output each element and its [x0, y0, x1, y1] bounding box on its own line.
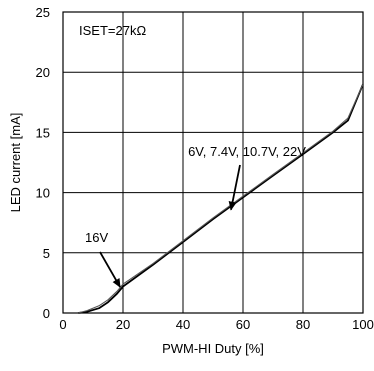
y-tick-label: 5	[43, 246, 50, 261]
y-axis-title: LED current [mA]	[8, 113, 23, 213]
series-line-1	[77, 83, 364, 314]
y-tick-label: 10	[36, 186, 50, 201]
x-tick-label: 40	[176, 317, 190, 332]
voltage-16v-arrow	[99, 251, 121, 288]
voltage-group-arrow	[228, 164, 241, 211]
annotations: ISET=27kΩ 6V, 7.4V, 10.7V, 22V 16V	[79, 23, 306, 288]
x-axis-title: PWM-HI Duty [%]	[162, 341, 264, 356]
x-tick-label: 80	[296, 317, 310, 332]
x-tick-label: 60	[236, 317, 250, 332]
y-tick-label: 15	[36, 125, 50, 140]
x-tick-label: 20	[116, 317, 130, 332]
y-tick-label: 25	[36, 5, 50, 20]
x-tick-label: 0	[59, 317, 66, 332]
voltage-16v-label: 16V	[85, 230, 108, 245]
y-tick-label: 0	[43, 306, 50, 321]
tick-labels: 0 20 40 60 80 100 0 5 10 15 20 25	[36, 5, 374, 332]
x-tick-label: 100	[352, 317, 374, 332]
series-lines	[77, 83, 364, 314]
plot-frame	[62, 11, 364, 314]
iset-annotation: ISET=27kΩ	[79, 23, 146, 38]
series-line-2	[77, 83, 364, 314]
grid	[63, 12, 363, 313]
y-tick-label: 20	[36, 65, 50, 80]
voltage-group-label: 6V, 7.4V, 10.7V, 22V	[188, 144, 306, 159]
